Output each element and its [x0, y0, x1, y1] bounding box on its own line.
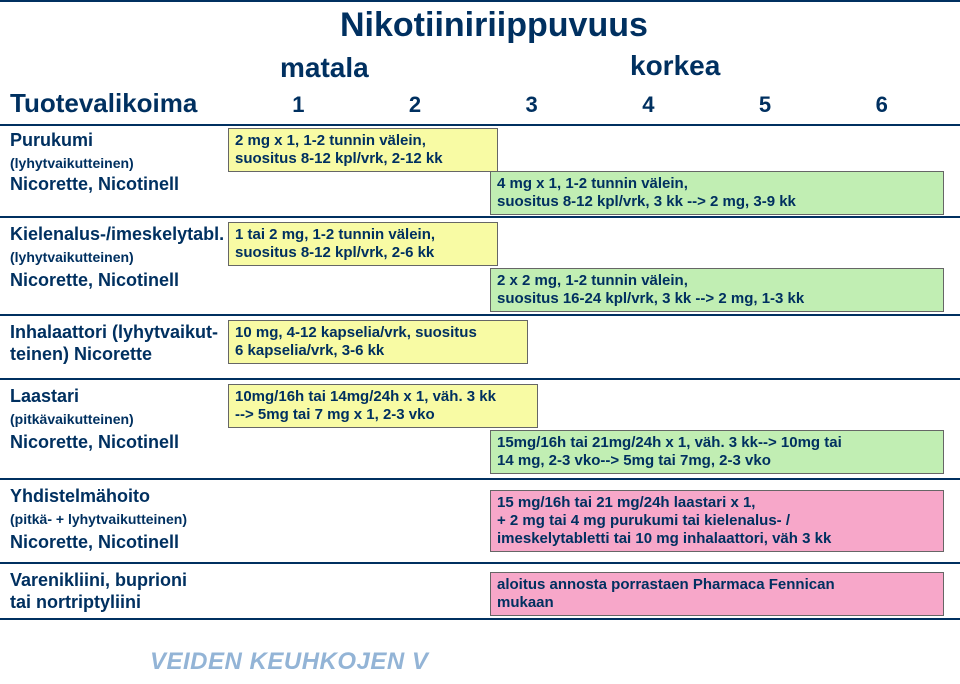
col-6: 6 [823, 92, 940, 118]
patch-brands: Nicorette, Nicotinell [10, 432, 225, 454]
combo-sub: (pitkä- + lyhytvaikutteinen) [10, 511, 187, 527]
combo-high-box: 15 mg/16h tai 21 mg/24h laastari x 1, + … [490, 490, 944, 552]
rule-row6 [0, 562, 960, 564]
rule-top [0, 0, 960, 2]
lozenge-high-box: 2 x 2 mg, 1-2 tunnin välein, suositus 16… [490, 268, 944, 312]
products-header: Tuotevalikoima [10, 88, 197, 119]
level-low: matala [280, 52, 369, 84]
patch-low-box: 10mg/16h tai 14mg/24h x 1, väh. 3 kk -->… [228, 384, 538, 428]
column-numbers: 1 2 3 4 5 6 [240, 92, 940, 118]
combo-name: Yhdistelmähoito [10, 486, 150, 506]
slide: Nikotiiniriippuvuus matala korkea Tuotev… [0, 0, 960, 684]
watermark-text: VEIDEN KEUHKOJEN V [150, 648, 428, 676]
rule-row2 [0, 216, 960, 218]
col-4: 4 [590, 92, 707, 118]
lozenge-low-box: 1 tai 2 mg, 1-2 tunnin välein, suositus … [228, 222, 498, 266]
col-1: 1 [240, 92, 357, 118]
row-inhaler-label: Inhalaattori (lyhytvaikut- teinen) Nicor… [10, 322, 225, 365]
row-lozenge-label: Kielenalus-/imeskelytabl. (lyhytvaikutte… [10, 224, 225, 267]
rx-high-box: aloitus annosta porrastaen Pharmaca Fenn… [490, 572, 944, 616]
rule-row3 [0, 314, 960, 316]
row-gum-label: Purukumi (lyhytvaikutteinen) [10, 130, 225, 173]
slide-title: Nikotiiniriippuvuus [340, 6, 648, 45]
gum-brands: Nicorette, Nicotinell [10, 174, 225, 196]
row-combo-label: Yhdistelmähoito (pitkä- + lyhytvaikuttei… [10, 486, 225, 529]
rule-row1 [0, 124, 960, 126]
lozenge-name: Kielenalus-/imeskelytabl. [10, 224, 224, 244]
level-high: korkea [630, 50, 720, 82]
patch-high-box: 15mg/16h tai 21mg/24h x 1, väh. 3 kk--> … [490, 430, 944, 474]
patch-name: Laastari [10, 386, 79, 406]
row-rx-label: Varenikliini, buprioni tai nortriptyliin… [10, 570, 225, 613]
gum-high-box: 4 mg x 1, 1-2 tunnin välein, suositus 8-… [490, 171, 944, 215]
patch-sub: (pitkävaikutteinen) [10, 411, 134, 427]
gum-low-box: 2 mg x 1, 1-2 tunnin välein, suositus 8-… [228, 128, 498, 172]
lozenge-brands: Nicorette, Nicotinell [10, 270, 225, 292]
col-2: 2 [357, 92, 474, 118]
lozenge-sub: (lyhytvaikutteinen) [10, 249, 134, 265]
col-3: 3 [473, 92, 590, 118]
gum-name: Purukumi [10, 130, 93, 150]
col-5: 5 [707, 92, 824, 118]
rule-row4 [0, 378, 960, 380]
gum-sub: (lyhytvaikutteinen) [10, 155, 134, 171]
combo-brands: Nicorette, Nicotinell [10, 532, 225, 554]
rule-row5 [0, 478, 960, 480]
rule-bottom [0, 618, 960, 620]
inhaler-name2: teinen) Nicorette [10, 344, 152, 364]
inhaler-name1: Inhalaattori (lyhytvaikut- [10, 322, 218, 342]
row-patch-label: Laastari (pitkävaikutteinen) [10, 386, 225, 429]
inhaler-low-box: 10 mg, 4-12 kapselia/vrk, suositus 6 kap… [228, 320, 528, 364]
